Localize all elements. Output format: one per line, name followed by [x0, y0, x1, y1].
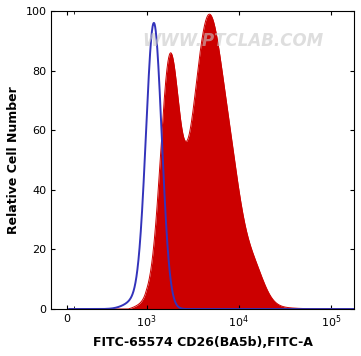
X-axis label: FITC-65574 CD26(BA5b),FITC-A: FITC-65574 CD26(BA5b),FITC-A: [93, 336, 313, 349]
Y-axis label: Relative Cell Number: Relative Cell Number: [7, 86, 20, 234]
Text: WWW.PTCLAB.COM: WWW.PTCLAB.COM: [143, 32, 323, 50]
